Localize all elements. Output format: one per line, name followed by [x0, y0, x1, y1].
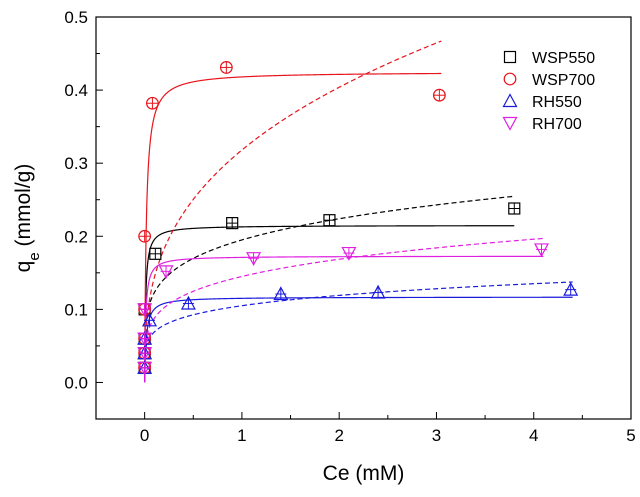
y-axis-title-main: q: [12, 261, 35, 273]
legend-label: WSP550: [532, 50, 595, 67]
legend-label: WSP700: [532, 72, 595, 89]
freundlich-fit-line: [145, 237, 544, 344]
fit-curves: [144, 40, 573, 383]
x-tick-label: 1: [237, 426, 246, 445]
y-tick-label: 0.5: [64, 8, 88, 27]
circle-marker: [138, 229, 152, 243]
y-axis-title-sub: e: [26, 252, 43, 260]
x-tick-label: 4: [529, 426, 538, 445]
axis-ticks: [95, 16, 632, 420]
data-markers: [137, 61, 579, 376]
x-tick-label: 3: [432, 426, 441, 445]
legend: WSP550 WSP700 RH550 RH700: [502, 50, 595, 133]
x-axis-title: Ce (mM): [323, 462, 405, 485]
langmuir-fit-line: [144, 72, 442, 383]
circle-marker-legend: [503, 72, 517, 86]
langmuir-fit-line: [144, 255, 544, 383]
freundlich-fit-line: [145, 281, 573, 350]
square-marker-legend: [503, 50, 517, 64]
freundlich-fit-line: [145, 40, 442, 335]
circle-marker: [146, 96, 159, 110]
y-tick-label: 0.4: [64, 81, 88, 100]
axis-tick-labels: 0 1 2 3 4 5 0.0 0.1 0.2 0.3 0.4 0.5: [64, 8, 635, 445]
x-tick-label: 2: [334, 426, 343, 445]
triangle-down-marker-legend: [502, 116, 518, 131]
y-tick-label: 0.2: [64, 227, 88, 246]
y-tick-label: 0.3: [64, 154, 88, 173]
circle-marker: [219, 61, 233, 74]
langmuir-fit-line: [144, 225, 515, 383]
y-tick-label: 0.1: [64, 300, 88, 319]
legend-label: RH700: [532, 116, 582, 133]
x-tick-label: 0: [140, 426, 149, 445]
freundlich-fit-line: [145, 195, 515, 326]
langmuir-fit-line: [144, 296, 573, 383]
x-tick-label: 5: [626, 426, 635, 445]
legend-label: RH550: [532, 94, 582, 111]
triangle-up-marker-legend: [502, 93, 518, 108]
y-axis-title: qe (mmol/g): [12, 164, 43, 273]
y-axis-title-rest: (mmol/g): [12, 164, 35, 253]
y-tick-label: 0.0: [64, 373, 88, 392]
circle-marker: [432, 88, 446, 102]
plot-frame: [95, 16, 632, 420]
